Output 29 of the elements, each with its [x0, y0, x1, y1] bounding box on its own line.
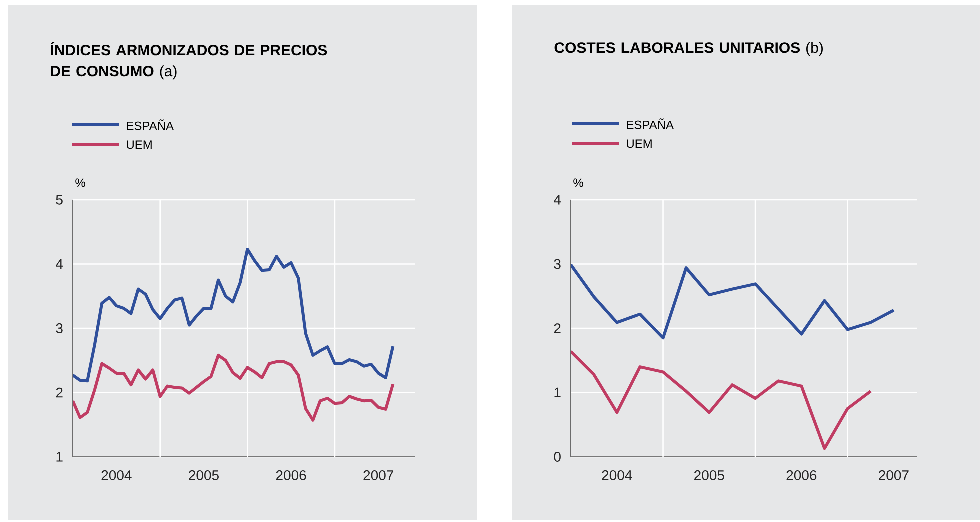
y-tick-label: 3 [56, 324, 63, 334]
line-series [73, 248, 395, 383]
legend-label: UEM [127, 140, 152, 150]
y-tick-label: 0 [554, 452, 561, 462]
y-axis-title: % [574, 178, 584, 188]
y-tick-label: 2 [554, 324, 561, 334]
legend-label: UEM [627, 140, 652, 148]
x-tick-label: 2005 [189, 470, 219, 480]
x-tick-label: 2006 [276, 470, 306, 480]
x-tick-label: 2004 [602, 470, 632, 480]
x-tick-label: 2004 [102, 470, 132, 480]
y-tick-label: 1 [554, 388, 561, 398]
x-tick-label: 2005 [694, 470, 724, 480]
legend-label: ESPAÑA [627, 118, 674, 130]
y-axis-title: % [76, 178, 86, 188]
line-series [571, 350, 872, 450]
y-tick-label: 5 [56, 195, 63, 205]
y-tick-label: 4 [56, 259, 64, 270]
y-tick-label: 1 [56, 452, 63, 462]
y-tick-label: 4 [554, 195, 562, 205]
line-series [73, 354, 395, 422]
x-tick-label: 2007 [364, 470, 394, 480]
x-tick-label: 2007 [879, 470, 909, 480]
legend-label: ESPAÑA [127, 120, 174, 130]
x-tick-label: 2006 [786, 470, 817, 480]
chart-title: COSTES LABORALES UNITARIOS (b) [554, 42, 823, 56]
y-tick-label: 3 [554, 259, 561, 270]
chart-title: ÍNDICES ARMONIZADOS DE PRECIOS DE CONSUMO (a) [50, 42, 328, 80]
y-tick-label: 2 [56, 388, 63, 398]
